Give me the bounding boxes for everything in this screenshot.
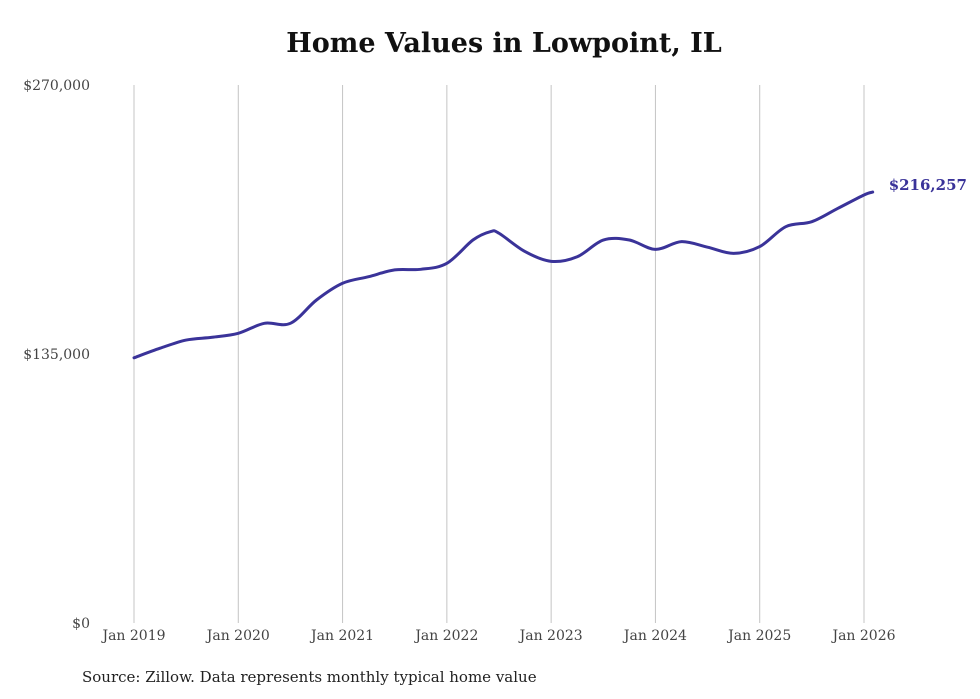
y-tick-label: $0 [72, 616, 90, 632]
end-value-label: $216,257 [889, 176, 967, 194]
x-tick-label: Jan 2024 [622, 628, 687, 644]
chart-title: Home Values in Lowpoint, IL [286, 28, 722, 59]
source-note: Source: Zillow. Data represents monthly … [82, 668, 537, 686]
x-tick-label: Jan 2023 [518, 628, 583, 644]
x-tick-label: Jan 2021 [309, 628, 374, 644]
x-tick-label: Jan 2026 [830, 628, 895, 644]
x-tick-label: Jan 2022 [413, 628, 478, 644]
x-tick-label: Jan 2020 [205, 628, 270, 644]
x-tick-label: Jan 2025 [726, 628, 791, 644]
x-tick-label: Jan 2019 [100, 628, 165, 644]
y-tick-label: $135,000 [23, 347, 90, 363]
y-tick-label: $270,000 [23, 78, 90, 94]
series-line-home-value [132, 190, 875, 360]
